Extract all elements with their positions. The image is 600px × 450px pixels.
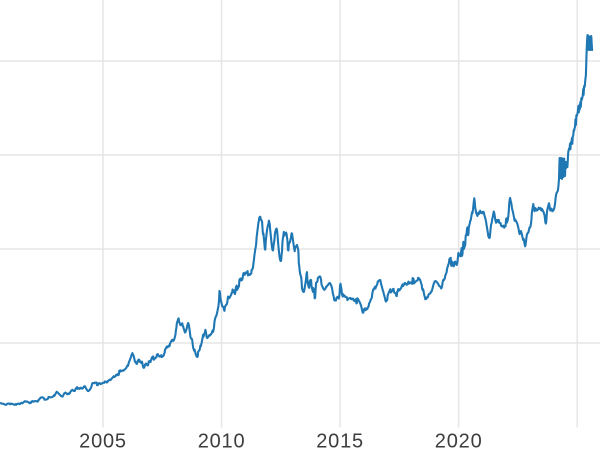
- svg-text:2005: 2005: [79, 431, 127, 450]
- svg-text:2015: 2015: [316, 431, 364, 450]
- svg-text:2010: 2010: [198, 431, 246, 450]
- svg-text:2020: 2020: [435, 431, 483, 450]
